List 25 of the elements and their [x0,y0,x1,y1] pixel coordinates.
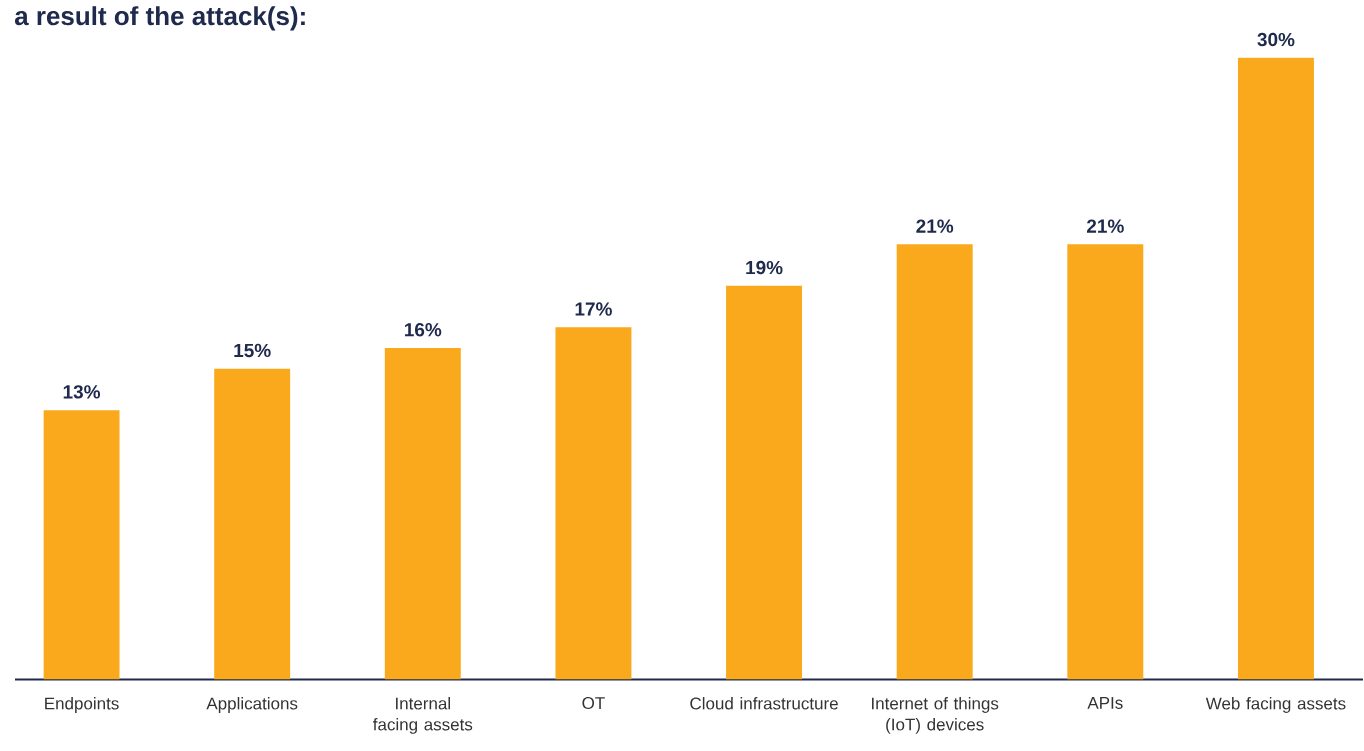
bar [384,347,461,680]
x-tick-label: APIs [1087,696,1123,709]
x-tick-label: Endpoints [45,696,119,713]
bar [214,368,291,680]
x-tick-label: Web facing assets [1205,696,1346,713]
data-label: 21% [916,219,954,233]
data-label: 19% [746,260,783,275]
data-label: 30% [1257,32,1295,47]
data-label: 16% [404,322,442,337]
bar [1237,57,1314,680]
data-label: 21% [1086,219,1124,233]
chart-title: a result of the attack(s): [14,5,305,31]
data-label: 15% [234,343,271,357]
x-tick-label: Internal facing assets [372,696,473,734]
x-tick-label: OT [582,696,605,709]
bar [896,244,973,680]
x-tick-label: Cloud infrastructure [690,696,838,710]
x-tick-label: Internet of things (IoT) devices [872,696,999,734]
bar [726,285,803,680]
bar [555,327,632,680]
data-label: 13% [63,384,101,399]
bar [1067,244,1144,680]
bar [43,409,120,680]
data-label: 17% [575,302,612,316]
x-tick-label: Applications [206,696,298,713]
